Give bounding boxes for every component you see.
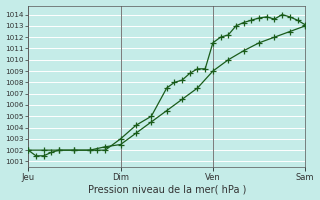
X-axis label: Pression niveau de la mer( hPa ): Pression niveau de la mer( hPa ) [88, 184, 246, 194]
